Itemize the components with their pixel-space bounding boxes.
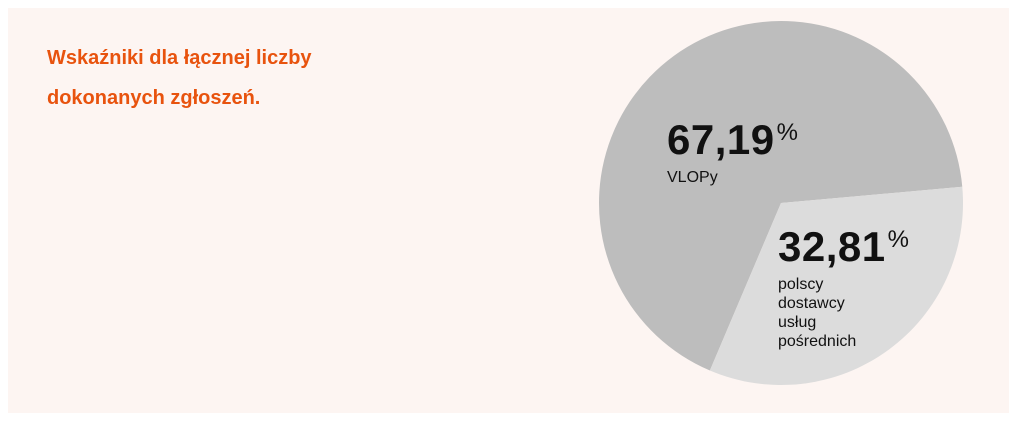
value-label-row: 67,19% xyxy=(667,111,798,162)
unit-label: % xyxy=(776,119,799,146)
category-label: polscy dostawcy usług pośrednich xyxy=(778,276,857,350)
unit-label: % xyxy=(887,226,910,253)
value-label: 67,19 xyxy=(667,116,775,163)
pie-slice xyxy=(709,186,963,385)
category-label: VLOPy xyxy=(667,169,718,186)
slice-label: 67,19% VLOPy xyxy=(667,111,798,187)
value-label-row: 32,81% xyxy=(778,218,909,269)
chart-title: Wskaźniki dla łącznej liczby dokonanych … xyxy=(47,47,312,109)
slice-label: 32,81% polscy dostawcy usług pośrednich xyxy=(778,218,909,351)
pie-chart xyxy=(598,21,963,385)
value-label: 32,81 xyxy=(778,223,886,270)
pie-slice xyxy=(598,21,963,371)
card: Wskaźniki dla łącznej liczby dokonanych … xyxy=(8,8,1009,413)
